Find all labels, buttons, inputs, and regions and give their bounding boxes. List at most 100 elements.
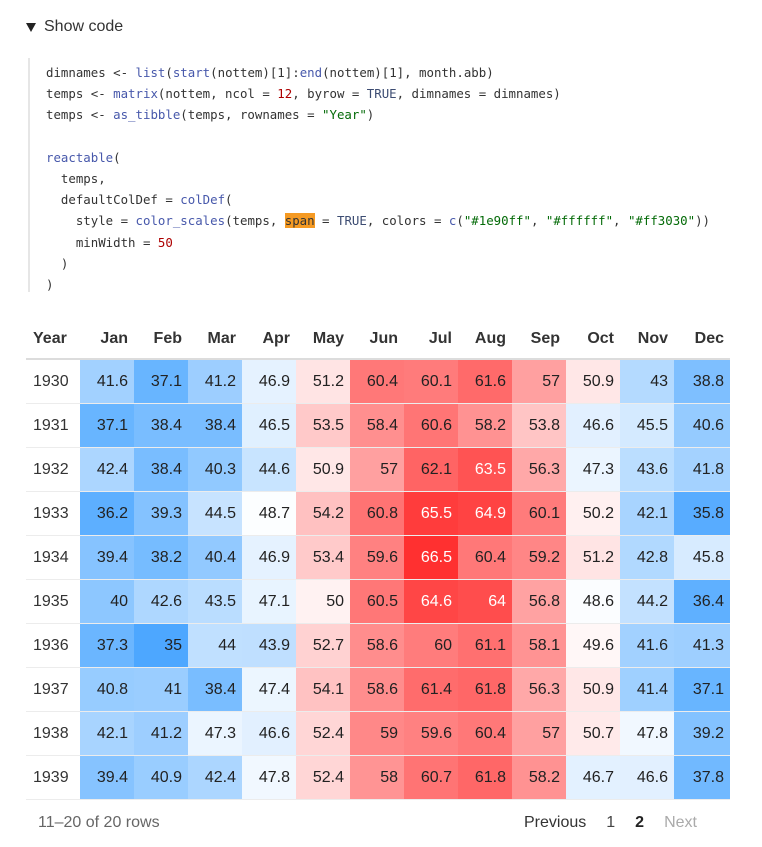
page-1-button[interactable]: 1 — [606, 814, 616, 831]
table-row: 1938 42.1 41.2 47.3 46.6 52.4 59 59.6 60.4 57 50.7… — [26, 711, 730, 756]
temperature-cell: 58.6 — [350, 623, 404, 668]
next-button: Next — [664, 814, 697, 831]
temperature-cell: 44.2 — [620, 579, 674, 624]
temperature-cell: 64.9 — [458, 491, 512, 536]
temperature-cell: 43.9 — [242, 623, 296, 668]
temperature-cell: 37.3 — [80, 623, 134, 668]
code-token: ( — [113, 149, 121, 165]
code-token: temps <- — [46, 86, 114, 102]
column-header-dec[interactable]: Dec — [674, 320, 730, 360]
column-header-oct[interactable]: Oct — [566, 320, 620, 360]
temperature-cell: 50.2 — [566, 491, 620, 536]
temperature-cell: 57 — [512, 359, 566, 404]
temperature-cell: 58.2 — [512, 755, 566, 800]
temperature-cell: 37.8 — [674, 755, 730, 800]
temperature-cell: 43 — [620, 359, 674, 404]
table-header: Year Jan Feb Mar Apr May Jun Jul Aug Sep Oct Nov Dec — [26, 320, 730, 360]
column-header-mar[interactable]: Mar — [188, 320, 242, 360]
column-header-feb[interactable]: Feb — [134, 320, 188, 360]
temperature-cell: 61.8 — [458, 667, 512, 712]
column-header-may[interactable]: May — [296, 320, 350, 360]
table-row: 1936 37.3 35 44 43.9 52.7 58.6 60 61.1 58.1 49.6 41… — [26, 623, 730, 668]
column-header-apr[interactable]: Apr — [242, 320, 296, 360]
year-cell: 1933 — [26, 491, 80, 536]
temperature-cell: 50.9 — [566, 667, 620, 712]
highlighted-token: span — [284, 213, 315, 229]
year-cell: 1935 — [26, 579, 80, 624]
temperature-cell: 38.8 — [674, 359, 730, 404]
table-row: 1939 39.4 40.9 42.4 47.8 52.4 58 60.7 61.8 58.2 46… — [26, 755, 730, 800]
temperature-cell: 52.4 — [296, 711, 350, 756]
temperature-cell: 47.8 — [242, 755, 296, 800]
code-token: (temps, — [225, 213, 285, 229]
temperature-cell: 65.5 — [404, 491, 458, 536]
column-header-nov[interactable]: Nov — [620, 320, 674, 360]
temperature-cell: 50.7 — [566, 711, 620, 756]
temperature-cell: 36.2 — [80, 491, 134, 536]
year-cell: 1938 — [26, 711, 80, 756]
temperature-cell: 53.5 — [296, 403, 350, 448]
show-code-toggle[interactable]: Show code — [26, 18, 123, 36]
temperature-cell: 59.6 — [350, 535, 404, 580]
temperature-cell: 45.5 — [620, 403, 674, 448]
temperature-cell: 60.1 — [512, 491, 566, 536]
temperature-cell: 58.1 — [512, 623, 566, 668]
temperature-cell: 60.5 — [350, 579, 404, 624]
code-token: "#ffffff" — [545, 213, 614, 229]
temperature-cell: 58.4 — [350, 403, 404, 448]
show-code-label: Show code — [44, 18, 124, 35]
temperature-cell: 46.6 — [566, 403, 620, 448]
temperature-cell: 47.3 — [188, 711, 242, 756]
column-header-aug[interactable]: Aug — [458, 320, 512, 360]
temperature-cell: 46.5 — [242, 403, 296, 448]
code-token: TRUE — [366, 86, 397, 102]
temperature-cell: 52.4 — [296, 755, 350, 800]
code-token: (nottem, ncol = — [157, 86, 278, 102]
temperature-cell: 59.2 — [512, 535, 566, 580]
column-header-jun[interactable]: Jun — [350, 320, 404, 360]
temperature-cell: 40.6 — [674, 403, 730, 448]
temperature-cell: 51.2 — [296, 359, 350, 404]
temperature-cell: 62.1 — [404, 447, 458, 492]
temperature-cell: 47.3 — [566, 447, 620, 492]
year-cell: 1939 — [26, 755, 80, 800]
temperature-cell: 54.2 — [296, 491, 350, 536]
temperature-cell: 41.6 — [620, 623, 674, 668]
column-header-jan[interactable]: Jan — [80, 320, 134, 360]
previous-button[interactable]: Previous — [524, 814, 587, 831]
temperature-cell: 39.2 — [674, 711, 730, 756]
temperature-cell: 42.8 — [620, 535, 674, 580]
year-cell: 1934 — [26, 535, 80, 580]
code-token: reactable — [46, 149, 114, 165]
code-token: end — [299, 65, 323, 80]
temperature-cell: 44 — [188, 623, 242, 668]
temperature-cell: 50.9 — [566, 359, 620, 404]
temperature-cell: 44.5 — [188, 491, 242, 536]
row-info: 11–20 of 20 rows — [38, 814, 160, 831]
temperature-cell: 38.4 — [188, 667, 242, 712]
code-token: style = — [46, 213, 136, 229]
column-header-jul[interactable]: Jul — [404, 320, 458, 360]
temperature-cell: 46.9 — [242, 535, 296, 580]
temperature-cell: 64 — [458, 579, 512, 624]
code-token: ( — [165, 65, 173, 80]
temperature-cell: 37.1 — [134, 359, 188, 404]
temperature-cell: 47.1 — [242, 579, 296, 624]
temperature-cell: 41.6 — [80, 359, 134, 404]
triangle-down-icon — [26, 22, 36, 32]
column-header-sep[interactable]: Sep — [512, 320, 566, 360]
temperature-cell: 46.6 — [242, 711, 296, 756]
temperature-cell: 58.2 — [458, 403, 512, 448]
page-2-button[interactable]: 2 — [635, 814, 645, 831]
code-token: 50 — [157, 234, 173, 250]
code-token: colDef — [180, 192, 226, 208]
code-token: ) — [366, 107, 375, 123]
code-token: (temps, rownames = — [180, 107, 323, 123]
temperature-cell: 64.6 — [404, 579, 458, 624]
temperature-cell: 60.8 — [350, 491, 404, 536]
code-token: , byrow = — [292, 86, 367, 102]
code-token: , — [613, 213, 628, 229]
temperature-cell: 38.2 — [134, 535, 188, 580]
temperature-cell: 50.9 — [296, 447, 350, 492]
column-header-year[interactable]: Year — [26, 320, 80, 360]
